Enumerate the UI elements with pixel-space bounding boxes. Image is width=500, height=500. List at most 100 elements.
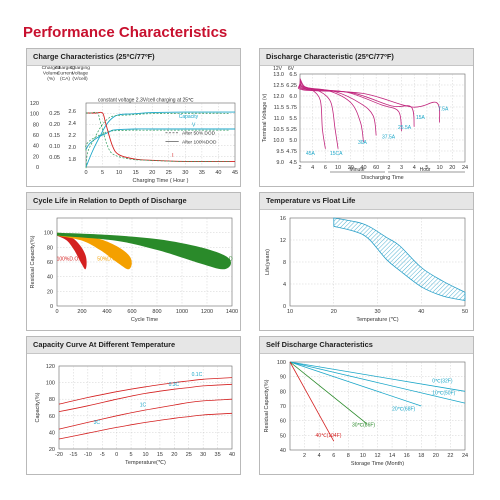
- captemp-y-tick-label: 100: [46, 381, 55, 387]
- discharge-y-axis-label: Terminal Voltage (v): [262, 94, 268, 143]
- charge-current-y-tick-label: 0.25: [49, 111, 60, 117]
- captemp-series-label: 3C: [94, 420, 101, 426]
- float-life-panel-header: Temperature vs Float Life: [260, 193, 473, 210]
- float-x-tick-label: 50: [462, 309, 468, 315]
- charge-voltage-y-tick-label: 2.6: [68, 109, 76, 115]
- self-x-tick-label: 22: [447, 453, 453, 459]
- captemp-x-tick-label: 30: [200, 452, 206, 458]
- capacity-temp-panel: Capacity Curve At Different Temperature …: [26, 336, 241, 475]
- charge-panel-header: Charge Characteristics (25ºC/77ºF): [27, 49, 240, 66]
- self-x-axis-label: Storage Time (Month): [351, 461, 404, 467]
- discharge-panel: Discharge Characteristic (25ºC/77ºF) 12V…: [259, 48, 474, 187]
- discharge-series-line: [298, 83, 415, 127]
- discharge-x-tick-label: 5: [425, 165, 428, 171]
- discharge-12v-y-tick-label: 9.0: [276, 160, 284, 166]
- charge-volume-y-tick-label: 100: [30, 112, 39, 118]
- discharge-y-header: 6V: [288, 66, 295, 72]
- charge-volume-y-tick-label: 0: [36, 165, 39, 171]
- discharge-x-tick-label: 2: [298, 165, 301, 171]
- charge-x-tick-label: 40: [215, 170, 221, 176]
- cycle-y-tick-label: 40: [47, 275, 53, 281]
- charge-annotation: constant voltage 2.3V/cell charging at 2…: [98, 98, 194, 104]
- captemp-x-tick-label: -15: [69, 452, 77, 458]
- charge-legend-label: After 100%DOD: [182, 139, 217, 145]
- discharge-panel-header: Discharge Characteristic (25ºC/77ºF): [260, 49, 473, 66]
- captemp-y-axis-label: Capacity(%): [35, 392, 41, 422]
- discharge-6v-y-tick-label: 5.5: [289, 116, 297, 122]
- cycle-y-tick-label: 100: [44, 231, 53, 237]
- cycle-x-tick-label: 400: [102, 309, 111, 315]
- self-y-tick-label: 60: [280, 419, 286, 425]
- self-series-line: [289, 361, 335, 442]
- cycle-y-tick-label: 60: [47, 260, 53, 266]
- self-discharge-chart-title: Self Discharge Characteristics: [266, 340, 373, 349]
- charge-x-tick-label: 15: [133, 170, 139, 176]
- cycle-life-chart-title: Cycle Life in Relation to Depth of Disch…: [33, 196, 187, 205]
- self-x-tick-label: 24: [462, 453, 468, 459]
- discharge-x-axis-label: Discharging Time: [361, 175, 404, 181]
- self-y-tick-label: 90: [280, 375, 286, 381]
- page-title: Performance Characteristics: [23, 24, 228, 41]
- discharge-12v-y-tick-label: 10.0: [273, 138, 284, 144]
- charge-volume-y-tick-label: 20: [33, 154, 39, 160]
- charge-axis-header-label: Charging: [70, 66, 90, 71]
- cycle-x-tick-label: 0: [55, 309, 58, 315]
- discharge-series-line: [299, 79, 339, 149]
- captemp-x-tick-label: 20: [171, 452, 177, 458]
- self-x-tick-label: 10: [360, 453, 366, 459]
- charge-axis-header-label: (V/cell): [72, 76, 88, 82]
- float-y-tick-label: 0: [283, 304, 286, 310]
- captemp-x-tick-label: 40: [229, 452, 235, 458]
- float-x-tick-label: 20: [331, 309, 337, 315]
- charge-current-y-tick-label: 0.05: [49, 155, 60, 161]
- float-y-tick-label: 8: [283, 260, 286, 266]
- charge-curve-label: V: [192, 123, 196, 129]
- discharge-12v-y-tick-label: 11.5: [274, 105, 284, 111]
- cycle-series-area: [57, 232, 132, 270]
- discharge-series-label: 15CA: [330, 151, 343, 157]
- captemp-x-tick-label: 25: [186, 452, 192, 458]
- discharge-x-tick-label: 10: [335, 165, 341, 171]
- discharge-x-tick-label: 6: [324, 165, 327, 171]
- capacity-temp-chart: 20 40 60 80 100 120 -20 -15 -10 -5 0 5 10 15 20 25 30 35 4…: [35, 364, 235, 466]
- discharge-series-line: [299, 80, 364, 143]
- charge-volume-y-tick-label: 40: [33, 144, 39, 150]
- cycle-life-panel: Cycle Life in Relation to Depth of Disch…: [26, 192, 241, 331]
- charge-chart-title: Charge Characteristics (25ºC/77ºF): [33, 52, 155, 61]
- cycle-x-tick-label: 800: [152, 309, 161, 315]
- captemp-y-tick-label: 20: [49, 447, 55, 453]
- discharge-12v-y-tick-label: 11.0: [274, 116, 284, 122]
- float-y-tick-label: 12: [280, 238, 286, 244]
- self-x-tick-label: 20: [433, 453, 439, 459]
- discharge-x-tick-label: 3: [400, 165, 403, 171]
- charge-panel: Charge Characteristics (25ºC/77ºF) Charg…: [26, 48, 241, 187]
- captemp-series-line: [58, 383, 233, 412]
- charge-curve-label: I: [172, 153, 173, 159]
- charge-chart: ChargedVolume(%)ChargingCurrent(CA)Charg…: [30, 66, 238, 184]
- self-discharge-panel: Self Discharge Characteristics 40 50 60 70 8…: [259, 336, 474, 475]
- cycle-x-axis-label: Cycle Time: [131, 317, 158, 323]
- float-y-tick-label: 16: [280, 216, 286, 222]
- charge-x-axis-label: Charging Time ( Hour ): [133, 178, 189, 184]
- charge-axis-header-label: (%): [47, 76, 55, 82]
- float-y-axis-label: Life(years): [265, 249, 271, 275]
- self-x-tick-label: 8: [347, 453, 350, 459]
- charge-curve-label: Capacity: [179, 114, 199, 120]
- self-x-tick-label: 18: [418, 453, 424, 459]
- charge-voltage-y-tick-label: 1.8: [68, 157, 76, 163]
- self-series-line: [289, 361, 466, 392]
- self-series-label: 40℃(104F): [316, 433, 342, 439]
- self-series-label: 0℃(32F): [432, 379, 453, 385]
- discharge-unit-label: Hour: [420, 167, 431, 173]
- self-y-tick-label: 40: [280, 448, 286, 454]
- cycle-series-label: 100%D.O.D: [57, 257, 84, 263]
- charge-x-tick-label: 0: [84, 170, 87, 176]
- float-x-tick-label: 40: [418, 309, 424, 315]
- cycle-y-tick-label: 20: [47, 289, 53, 295]
- charge-axis-header-label: Charging: [55, 66, 75, 71]
- discharge-x-tick-label: 20: [449, 165, 455, 171]
- charge-axis-header-label: Charged: [42, 66, 61, 71]
- charge-x-tick-label: 45: [232, 170, 238, 176]
